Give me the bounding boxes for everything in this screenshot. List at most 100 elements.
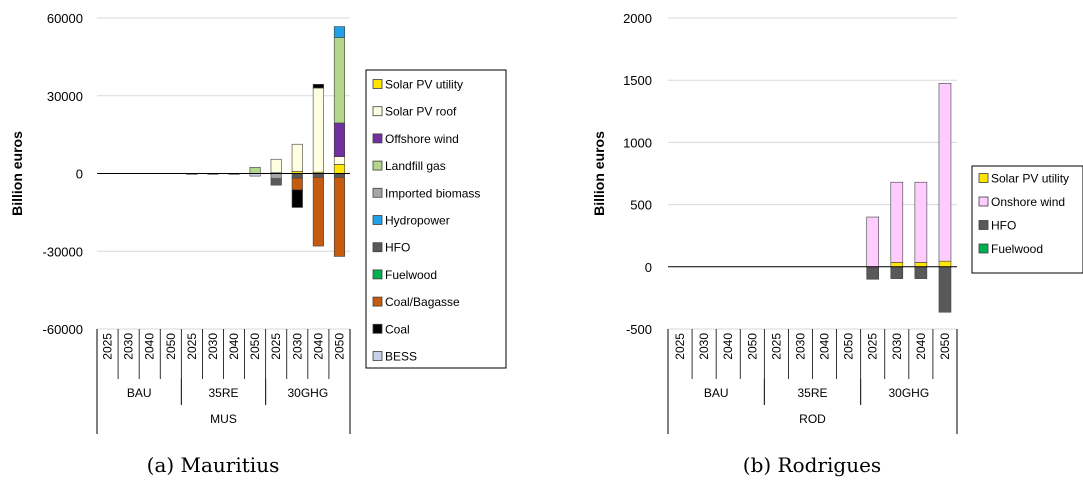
legend-entry: Onshore wind	[991, 195, 1065, 209]
group-label: 30GHG	[287, 386, 328, 400]
bar-segment	[333, 173, 346, 178]
legend-box	[971, 165, 1083, 274]
bar-segment	[312, 177, 324, 247]
x-tick-label: 2030	[793, 333, 807, 360]
bar-segment	[291, 143, 303, 172]
x-tick-label: 2030	[890, 333, 904, 360]
bar-segment	[333, 122, 346, 157]
legend-swatch	[372, 323, 383, 334]
legend-swatch	[372, 296, 383, 307]
y-axis-title: Billion euros	[9, 131, 25, 216]
x-tick-label: 2050	[745, 333, 759, 360]
legend-swatch	[372, 133, 383, 144]
x-tick-label: 2040	[914, 333, 928, 360]
legend-swatch	[978, 220, 989, 230]
bar-segment	[270, 178, 282, 186]
x-tick-label: 2040	[818, 333, 832, 360]
y-tick-label: -30000	[43, 244, 83, 259]
legend-swatch	[372, 187, 383, 198]
x-tick-label: 2050	[842, 333, 856, 360]
bar-segment	[312, 87, 324, 173]
x-tick-label: 2030	[697, 333, 711, 360]
legend-entry: Imported biomass	[385, 186, 480, 200]
x-tick-label: 2030	[122, 333, 136, 360]
y-tick-label: -60000	[43, 322, 83, 337]
group-label: 35RE	[208, 386, 238, 400]
bar-segment	[312, 84, 324, 89]
x-tick-label: 2040	[227, 333, 241, 360]
group-label: 35RE	[797, 386, 827, 400]
bar-segment	[333, 177, 346, 257]
y-tick-label: 0	[645, 260, 652, 275]
chart-panel-2: 2000 1500 1000 500 0 -500 Billion euros 2025 203…	[591, 11, 1083, 477]
x-tick-label: 2040	[143, 333, 157, 360]
bar-segment	[270, 173, 282, 179]
legend-entry: Landfill gas	[385, 159, 446, 173]
bar-segment	[890, 181, 904, 263]
bar-segment	[938, 260, 952, 268]
legend-entry: BESS	[385, 350, 417, 364]
bar-segment	[914, 262, 928, 268]
legend-entry: Solar PV utility	[991, 172, 1069, 186]
bar-segment	[291, 173, 303, 179]
bar-segment	[270, 158, 282, 174]
legend-entry: Solar PV roof	[385, 105, 457, 119]
y-tick-label: 1000	[623, 135, 652, 150]
x-tick-label: 2040	[311, 333, 325, 360]
legend-box	[365, 69, 507, 369]
bar-segment	[890, 266, 904, 279]
x-tick-label: 2025	[185, 333, 199, 360]
bar-segment	[291, 177, 303, 191]
legend-swatch	[372, 242, 383, 253]
bar-segment	[249, 166, 261, 174]
x-tick-label: 2050	[938, 333, 952, 360]
bar-segment	[333, 156, 346, 165]
outer-group-label: MUS	[210, 412, 237, 426]
legend-swatch	[978, 196, 989, 207]
bar-segment	[914, 181, 928, 263]
bar-segment	[866, 266, 880, 280]
bar-segment	[914, 266, 928, 279]
chart-panel-1: 60000 30000 0 -30000 -60000 Billion euros 2025…	[9, 11, 507, 477]
legend-swatch	[978, 173, 989, 183]
y-tick-label: 1500	[623, 73, 652, 88]
legend-entry: Hydropower	[385, 214, 450, 228]
x-tick-label: 2030	[206, 333, 220, 360]
bar-segment	[890, 262, 904, 268]
legend-entry: Coal	[385, 322, 410, 336]
x-tick-label: 2025	[269, 333, 283, 360]
bar-segment	[333, 37, 346, 124]
legend-swatch	[978, 243, 989, 254]
x-tick-label: 2025	[866, 333, 880, 360]
y-tick-label: 30000	[47, 89, 83, 104]
chart-caption: (a) Mauritius	[147, 453, 280, 477]
bar-segment	[333, 164, 346, 174]
y-tick-label: 0	[76, 167, 83, 182]
bar-segment	[291, 189, 303, 208]
bar-segment	[938, 266, 952, 313]
x-tick-label: 2050	[248, 333, 262, 360]
x-tick-label: 2025	[101, 333, 115, 360]
legend-swatch	[372, 106, 383, 117]
outer-group-label: ROD	[799, 412, 826, 426]
legend-entry: HFO	[991, 219, 1016, 233]
legend-swatch	[372, 351, 383, 361]
legend-entry: Solar PV utility	[385, 78, 463, 92]
x-tick-label: 2050	[164, 333, 178, 360]
y-tick-label: 500	[630, 198, 652, 213]
legend-entry: Offshore wind	[385, 132, 459, 146]
y-tick-label: 2000	[623, 11, 652, 26]
x-tick-label: 2050	[332, 333, 346, 360]
y-tick-label: 60000	[47, 11, 83, 26]
legend-entry: HFO	[385, 241, 410, 255]
y-axis-title: Billion euros	[591, 131, 607, 216]
bar-segment	[938, 83, 952, 262]
x-tick-label: 2025	[769, 333, 783, 360]
legend-swatch	[372, 79, 383, 89]
group-label: BAU	[127, 386, 152, 400]
group-label: BAU	[704, 386, 729, 400]
legend-swatch	[372, 215, 383, 225]
bar-segment	[333, 26, 346, 38]
legend-entry: Fuelwood	[991, 242, 1043, 256]
